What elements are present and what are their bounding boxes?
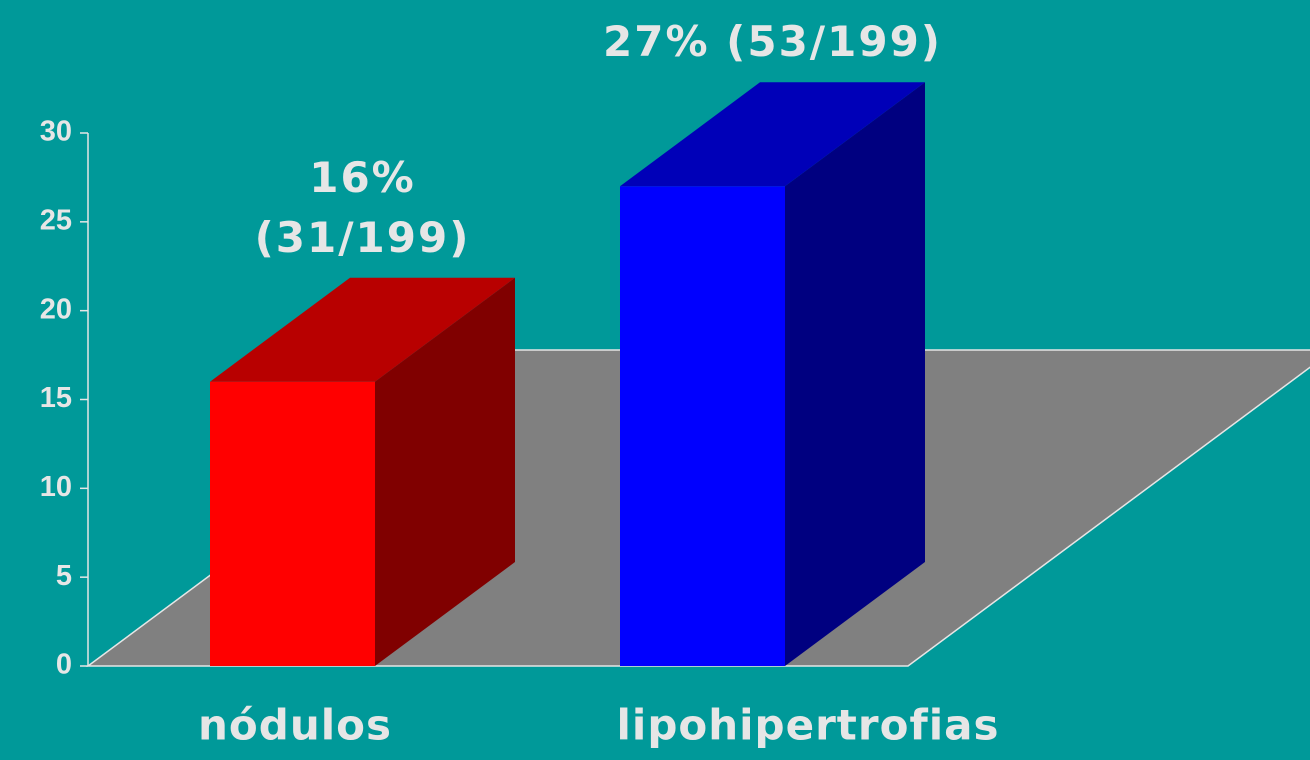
y-tick-label: 15	[40, 382, 72, 414]
y-tick-label: 25	[40, 204, 72, 236]
value-label: 16% (31/199)	[254, 152, 471, 262]
bar-top	[620, 82, 925, 187]
y-tick-label: 5	[56, 560, 72, 592]
y-tick-label: 30	[40, 116, 72, 148]
bar	[620, 186, 785, 667]
bar-side	[785, 82, 925, 667]
y-tick-label: 20	[40, 293, 72, 325]
bar	[210, 381, 375, 666]
x-tick-label: lipohipertrofias	[617, 701, 1000, 750]
x-tick-label: nódulos	[198, 701, 392, 750]
value-label: 27% (53/199)	[603, 17, 942, 67]
y-tick-label: 0	[56, 649, 72, 681]
bar-side	[375, 277, 515, 666]
y-tick-label: 10	[40, 471, 72, 503]
bar-top	[210, 277, 515, 382]
